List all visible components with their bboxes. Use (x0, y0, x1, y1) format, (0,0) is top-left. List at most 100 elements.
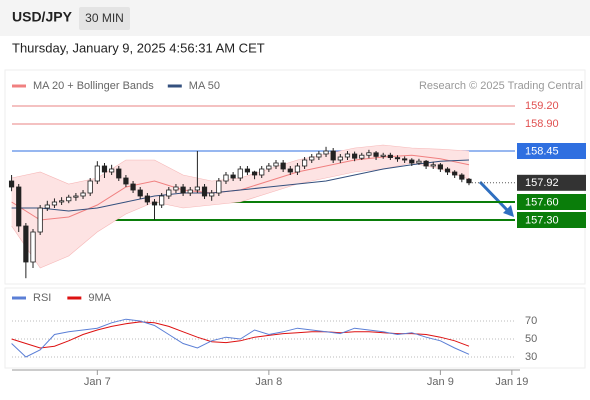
rsi-panel (4, 287, 586, 369)
candle-body (309, 156, 315, 161)
candle-body (352, 153, 358, 159)
candle-body (30, 231, 36, 263)
candle-body (87, 180, 93, 194)
candle-body (159, 195, 165, 206)
interval-badge[interactable] (79, 7, 130, 30)
candle-body (8, 180, 15, 188)
candle-body (423, 160, 429, 167)
candle-body (280, 162, 286, 170)
level-label-box (517, 194, 586, 210)
rsi-line (11, 321, 470, 349)
y-tick-label: 70 (525, 315, 537, 327)
interval[interactable]: 30 MIN (85, 11, 124, 25)
candle-body (359, 154, 365, 159)
x-tick-label: Jan 9 (427, 376, 454, 388)
x-tick-label: Jan 19 (495, 376, 528, 388)
candle-body (151, 201, 158, 206)
candle-body (201, 186, 208, 197)
candle-body (230, 174, 236, 179)
symbol: USD/JPY (12, 9, 73, 25)
level-label: 157.92 (525, 177, 559, 189)
y-tick-label: 50 (525, 333, 537, 345)
candle-body (137, 189, 143, 197)
candle-body (23, 225, 29, 263)
bollinger-lower (11, 162, 470, 269)
legend-label: MA 50 (189, 80, 220, 92)
candle-body (51, 201, 58, 206)
candle-body (380, 154, 386, 157)
candle-body (301, 159, 308, 167)
level-label-box (517, 212, 586, 228)
timestamp: Thursday, January 9, 2025 4:56:31 AM CET (12, 40, 265, 55)
candle-body (187, 189, 193, 194)
candle-body (94, 165, 100, 182)
bollinger-band (11, 145, 469, 268)
forecast-arrow (478, 180, 511, 214)
candle-body (416, 160, 422, 164)
candle-body (409, 159, 415, 164)
level-label: 157.60 (525, 196, 559, 208)
candle-body (466, 178, 472, 184)
candle-body (294, 165, 301, 173)
candle-body (144, 195, 150, 203)
candle-body (209, 192, 215, 197)
candle-body (180, 186, 186, 194)
rsi-line (11, 318, 470, 358)
candle-body (402, 158, 408, 161)
candle-body (444, 168, 451, 173)
legend-label: RSI (33, 292, 51, 304)
candle-body (123, 177, 129, 185)
candle-body (387, 154, 393, 158)
forecast-arrowhead (503, 205, 514, 217)
candle-body (173, 186, 179, 191)
candle-body (430, 164, 436, 167)
level-label: 157.30 (525, 214, 559, 226)
legend-label: MA 20 + Bollinger Bands (33, 80, 154, 92)
legend-label: 9MA (88, 292, 111, 304)
candle-body (251, 171, 258, 176)
candle-body (323, 150, 329, 155)
candle-body (109, 168, 115, 173)
candle-body (287, 168, 293, 173)
candle-body (80, 192, 86, 197)
candle-body (244, 168, 251, 173)
candle-body (259, 168, 265, 176)
candle-body (59, 200, 65, 203)
candle-body (130, 183, 136, 191)
candle-body (273, 162, 279, 167)
candle-body (101, 165, 108, 173)
candle-body (44, 204, 50, 209)
candle-body (216, 180, 222, 194)
level-label-box (517, 143, 586, 159)
candle-body (344, 153, 351, 158)
candle-body (266, 165, 272, 170)
candle-body (316, 153, 322, 158)
candle-body (330, 150, 336, 161)
candle-body (73, 195, 79, 198)
candle-body (16, 186, 22, 227)
x-tick-label: Jan 8 (255, 376, 282, 388)
candle-body (373, 152, 379, 157)
credit: Research © 2025 Trading Central (419, 80, 583, 92)
candle-body (116, 168, 122, 179)
candle-body (237, 168, 243, 179)
level-label-box (517, 174, 586, 191)
y-tick-label: 30 (525, 351, 537, 363)
candle-body (459, 174, 465, 180)
candle-body (337, 156, 343, 161)
candle-body (394, 157, 401, 160)
candle-body (223, 174, 229, 182)
candle-body (452, 171, 458, 176)
moving-average (11, 159, 470, 212)
candle-body (37, 207, 43, 233)
level-label: 158.45 (525, 145, 559, 157)
x-tick-label: Jan 7 (84, 376, 111, 388)
level-label: 158.90 (525, 118, 559, 130)
candle-body (437, 164, 443, 170)
level-label: 159.20 (525, 100, 559, 112)
candle-body (166, 189, 172, 197)
candle-body (366, 152, 372, 156)
candle-body (194, 186, 200, 191)
